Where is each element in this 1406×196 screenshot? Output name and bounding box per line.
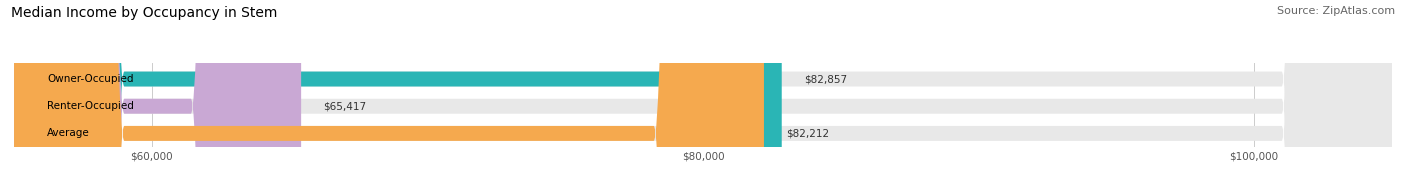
- FancyBboxPatch shape: [14, 0, 763, 196]
- Text: Median Income by Occupancy in Stem: Median Income by Occupancy in Stem: [11, 6, 277, 20]
- Text: Source: ZipAtlas.com: Source: ZipAtlas.com: [1277, 6, 1395, 16]
- Text: $82,212: $82,212: [786, 128, 830, 138]
- FancyBboxPatch shape: [14, 0, 1392, 196]
- FancyBboxPatch shape: [14, 0, 301, 196]
- FancyBboxPatch shape: [14, 0, 782, 196]
- Text: Average: Average: [48, 128, 90, 138]
- Text: Owner-Occupied: Owner-Occupied: [48, 74, 134, 84]
- FancyBboxPatch shape: [14, 0, 1392, 196]
- Text: $82,857: $82,857: [804, 74, 846, 84]
- Text: Renter-Occupied: Renter-Occupied: [48, 101, 134, 111]
- Text: $65,417: $65,417: [323, 101, 367, 111]
- FancyBboxPatch shape: [14, 0, 1392, 196]
